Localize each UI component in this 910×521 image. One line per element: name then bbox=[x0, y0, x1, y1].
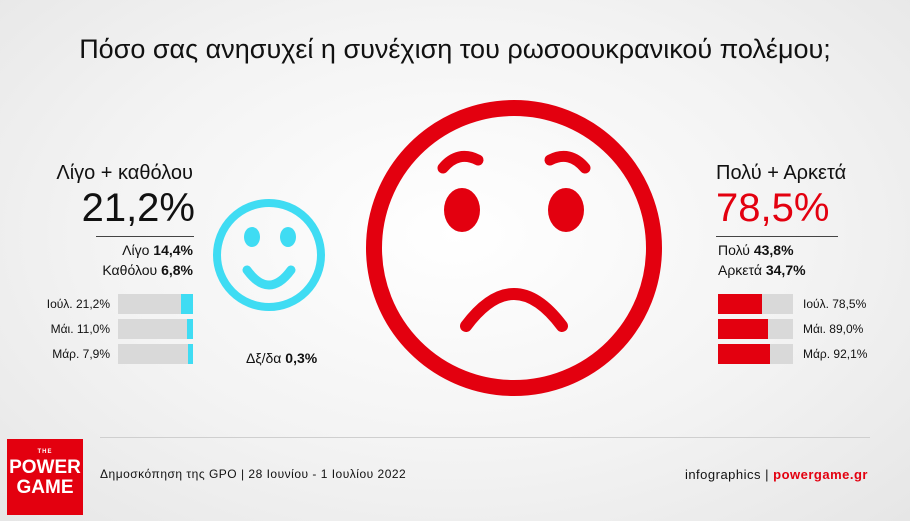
dont-know-value: 0,3% bbox=[285, 350, 318, 366]
left-group-total: 21,2% bbox=[81, 186, 195, 230]
left-sub-value: 6,8% bbox=[161, 262, 193, 278]
footer-divider bbox=[100, 437, 870, 438]
footer-credit: infographics | powergame.gr bbox=[685, 467, 868, 482]
right-divider bbox=[716, 236, 838, 237]
left-bar-label: Μάι. 11,0% bbox=[50, 322, 110, 336]
logo-the: THE bbox=[37, 449, 53, 455]
left-bar-track bbox=[118, 294, 193, 314]
right-bar bbox=[718, 344, 770, 364]
worried-face-icon bbox=[366, 100, 662, 396]
left-sub-row-1: Καθόλου 6,8% bbox=[0, 262, 193, 278]
left-bar-label: Μάρ. 7,9% bbox=[52, 347, 110, 361]
footer-source: Δημοσκόπηση της GPO | 28 Ιουνίου - 1 Ιου… bbox=[100, 467, 407, 481]
right-sub-label: Πολύ bbox=[718, 242, 750, 258]
left-sub-label: Καθόλου bbox=[102, 262, 158, 278]
right-bar bbox=[718, 319, 769, 339]
left-bar-track bbox=[118, 344, 193, 364]
left-divider bbox=[96, 236, 194, 237]
footer-credit-prefix: infographics | bbox=[684, 467, 774, 482]
left-bar-track bbox=[118, 319, 193, 339]
left-sub-row-0: Λίγο 14,4% bbox=[0, 242, 193, 258]
footer-credit-site[interactable]: powergame.gr bbox=[773, 467, 868, 482]
right-bar bbox=[718, 294, 763, 314]
right-bar-label: Μάρ. 92,1% bbox=[803, 347, 868, 361]
right-sub-row-1: Αρκετά 34,7% bbox=[718, 262, 806, 278]
left-bar-label: Ιούλ. 21,2% bbox=[46, 297, 110, 311]
dont-know-row: Δξ/δα 0,3% bbox=[246, 350, 317, 366]
right-bar-label: Ιούλ. 78,5% bbox=[803, 297, 867, 311]
left-group-label: Λίγο + καθόλου bbox=[56, 162, 193, 184]
power-game-logo[interactable]: THE POWER GAME bbox=[7, 439, 83, 515]
right-group-total: 78,5% bbox=[716, 186, 830, 230]
right-sub-row-0: Πολύ 43,8% bbox=[718, 242, 794, 258]
left-bar bbox=[181, 294, 193, 314]
page-title: Πόσο σας ανησυχεί η συνέχιση του ρωσοουκ… bbox=[79, 34, 831, 64]
right-sub-label: Αρκετά bbox=[718, 262, 762, 278]
logo-line1: POWER bbox=[9, 457, 81, 478]
left-sub-value: 14,4% bbox=[153, 242, 193, 258]
right-bar-label: Μάι. 89,0% bbox=[803, 322, 864, 336]
left-bar bbox=[186, 319, 193, 339]
dont-know-label: Δξ/δα bbox=[246, 350, 282, 366]
left-bar bbox=[188, 344, 193, 364]
logo-line2: GAME bbox=[16, 477, 74, 498]
right-group-label: Πολύ + Αρκετά bbox=[716, 162, 847, 184]
right-sub-value: 34,7% bbox=[765, 262, 806, 278]
right-sub-value: 43,8% bbox=[753, 242, 794, 258]
smiling-face-icon bbox=[213, 199, 325, 311]
left-sub-label: Λίγο bbox=[122, 242, 150, 258]
